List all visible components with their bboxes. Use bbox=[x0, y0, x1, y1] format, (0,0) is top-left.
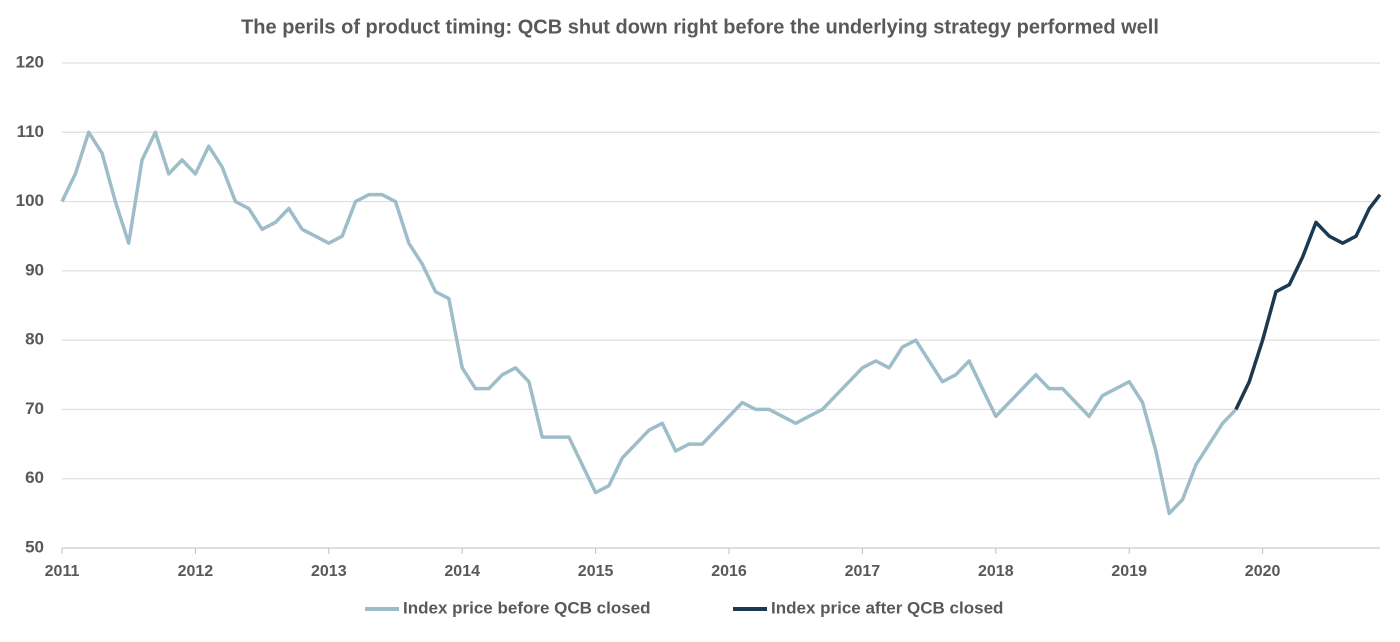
series-line bbox=[1234, 193, 1382, 411]
y-tick-label: 110 bbox=[17, 122, 44, 141]
x-tick-label: 2019 bbox=[1111, 563, 1147, 580]
x-tick-label: 2015 bbox=[578, 563, 614, 580]
chart-title: The perils of product timing: QCB shut d… bbox=[241, 16, 1159, 38]
y-tick-label: 100 bbox=[16, 191, 44, 210]
y-tick-label: 50 bbox=[25, 537, 44, 556]
x-tick-label: 2013 bbox=[311, 563, 347, 580]
x-tick-label: 2018 bbox=[978, 563, 1014, 580]
x-tick-label: 2012 bbox=[178, 563, 214, 580]
legend-label: Index price before QCB closed bbox=[403, 598, 651, 617]
x-tick-label: 2017 bbox=[845, 563, 881, 580]
x-tick-label: 2020 bbox=[1245, 563, 1281, 580]
x-tick-label: 2016 bbox=[711, 563, 747, 580]
y-tick-label: 120 bbox=[16, 52, 44, 71]
y-tick-label: 90 bbox=[25, 260, 44, 279]
x-tick-label: 2014 bbox=[444, 563, 480, 580]
y-tick-label: 70 bbox=[25, 399, 44, 418]
y-tick-label: 80 bbox=[25, 330, 44, 349]
x-tick-label: 2011 bbox=[45, 563, 80, 580]
legend-label: Index price after QCB closed bbox=[771, 598, 1003, 617]
y-tick-label: 60 bbox=[25, 468, 44, 487]
series-line bbox=[60, 130, 1238, 516]
